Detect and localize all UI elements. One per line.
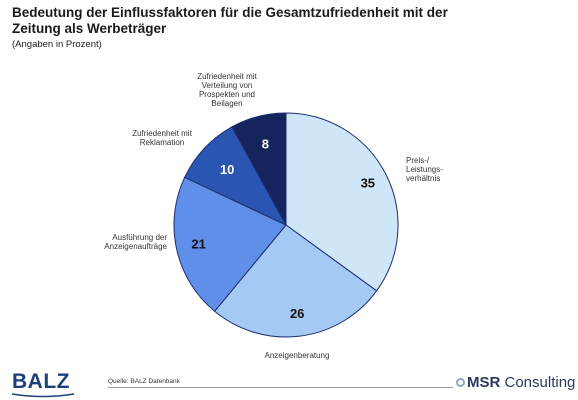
pie-slice-2 — [213, 224, 378, 338]
pie-value-label-3: 21 — [191, 237, 205, 252]
pie-slice-5 — [231, 112, 287, 226]
pie-value-label-5: 8 — [262, 137, 269, 152]
source-note: Quelle: BALZ Datenbank — [108, 378, 180, 385]
msr-consulting-text: Consulting — [500, 374, 576, 391]
msr-consulting-logo: MSR Consulting — [456, 374, 575, 391]
pie-category-label-4: Zufriedenheit mit Reklamation — [132, 129, 192, 147]
msr-mark: MSR — [467, 374, 501, 391]
pie-slice-3 — [173, 176, 287, 313]
pie-value-label-1: 35 — [361, 175, 375, 190]
pie-category-label-3: Ausführung der Anzeigenaufträge — [104, 233, 167, 251]
footer-divider — [108, 387, 453, 388]
pie-value-label-4: 10 — [220, 162, 234, 177]
balz-logo: BALZ — [12, 370, 70, 393]
pie-category-labels: Preis-/Leistungs-verhältnis Anzeigenberat… — [104, 72, 443, 360]
pie-slice-1 — [285, 112, 399, 292]
msr-logo-icon — [456, 378, 465, 387]
chart-subtitle: (Angaben in Prozent) — [12, 39, 102, 50]
pie-value-label-2: 26 — [290, 306, 304, 321]
balz-logo-swoosh — [12, 393, 74, 398]
chart-title: Bedeutung der Einflussfaktoren für die G… — [12, 5, 448, 36]
pie-category-label-5: Zufriedenheit mit Verteilung von Prospekte… — [197, 72, 257, 108]
pie-value-labels: 35 26 21 10 8 — [191, 137, 375, 321]
pie-category-label-2: Anzeigenberatung — [265, 351, 330, 360]
pie-slices — [173, 112, 399, 338]
pie-category-label-1: Preis-/Leistungs-verhältnis — [406, 156, 443, 183]
